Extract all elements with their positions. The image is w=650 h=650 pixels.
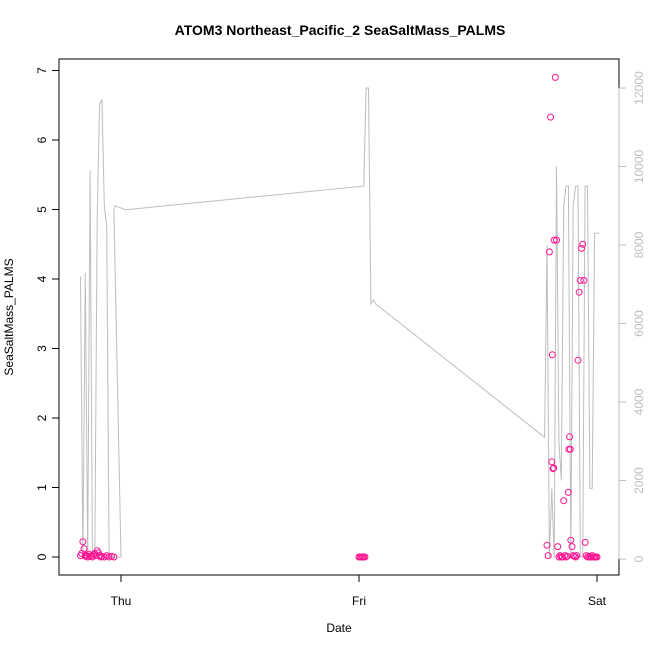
data-point <box>547 113 555 121</box>
data-point <box>580 276 588 284</box>
point-series <box>77 73 601 561</box>
data-point <box>550 464 558 472</box>
data-point <box>574 356 582 364</box>
data-point <box>550 236 558 244</box>
y-right-tick-label: 8000 <box>632 231 646 258</box>
x-tick-label: Sat <box>588 594 607 608</box>
x-tick-label: Fri <box>352 594 366 608</box>
y-left-tick-label: 0 <box>35 553 49 560</box>
data-point <box>544 552 552 560</box>
y-left-tick-label: 2 <box>35 414 49 421</box>
line-series-path <box>80 87 600 558</box>
data-point <box>554 543 562 551</box>
data-point <box>110 553 118 561</box>
plot-frame <box>58 58 620 576</box>
data-point <box>79 538 87 546</box>
data-point <box>562 553 570 561</box>
data-point <box>579 240 587 248</box>
x-axis-label: Date <box>326 621 352 635</box>
data-point <box>576 276 584 284</box>
data-point <box>560 497 568 505</box>
data-point <box>572 553 580 561</box>
y-left-tick-label: 3 <box>35 345 49 352</box>
x-tick-label: Thu <box>111 594 132 608</box>
y-left-tick-label: 7 <box>35 67 49 74</box>
data-point <box>543 541 551 549</box>
data-point <box>567 536 575 544</box>
data-point <box>549 465 557 473</box>
y-right-tick-label: 6000 <box>632 310 646 337</box>
y-right-tick-label: 12000 <box>632 71 646 105</box>
data-point <box>566 433 574 441</box>
y-axis-label: SeaSaltMass_PALMS <box>2 258 16 375</box>
y-left-tick-label: 6 <box>35 136 49 143</box>
y-right-tick-label: 10000 <box>632 149 646 183</box>
y-left-tick-label: 1 <box>35 484 49 491</box>
axes: Thu Fri Sat 0 1 2 3 4 5 6 7 0 2000 4000 6000 8000 10000 1… <box>35 67 646 608</box>
data-point <box>361 553 369 561</box>
data-point <box>548 351 556 359</box>
line-series <box>80 87 600 558</box>
data-point <box>568 543 576 551</box>
data-point <box>545 248 553 256</box>
y-right-tick-label: 4000 <box>632 388 646 415</box>
y-right-tick-label: 0 <box>632 555 646 562</box>
data-point <box>80 545 88 553</box>
y-right-tick-label: 2000 <box>632 467 646 494</box>
chart-title: ATOM3 Northeast_Pacific_2 SeaSaltMass_PA… <box>175 22 506 38</box>
y-left-tick-label: 4 <box>35 275 49 282</box>
data-point <box>581 538 589 546</box>
data-point <box>564 488 572 496</box>
data-point <box>593 553 601 561</box>
data-point <box>548 458 556 466</box>
y-left-tick-label: 5 <box>35 206 49 213</box>
data-point <box>575 288 583 296</box>
data-point <box>551 73 559 81</box>
data-point <box>566 445 574 453</box>
data-point <box>573 552 581 560</box>
data-point <box>553 236 560 244</box>
data-point <box>578 244 585 252</box>
